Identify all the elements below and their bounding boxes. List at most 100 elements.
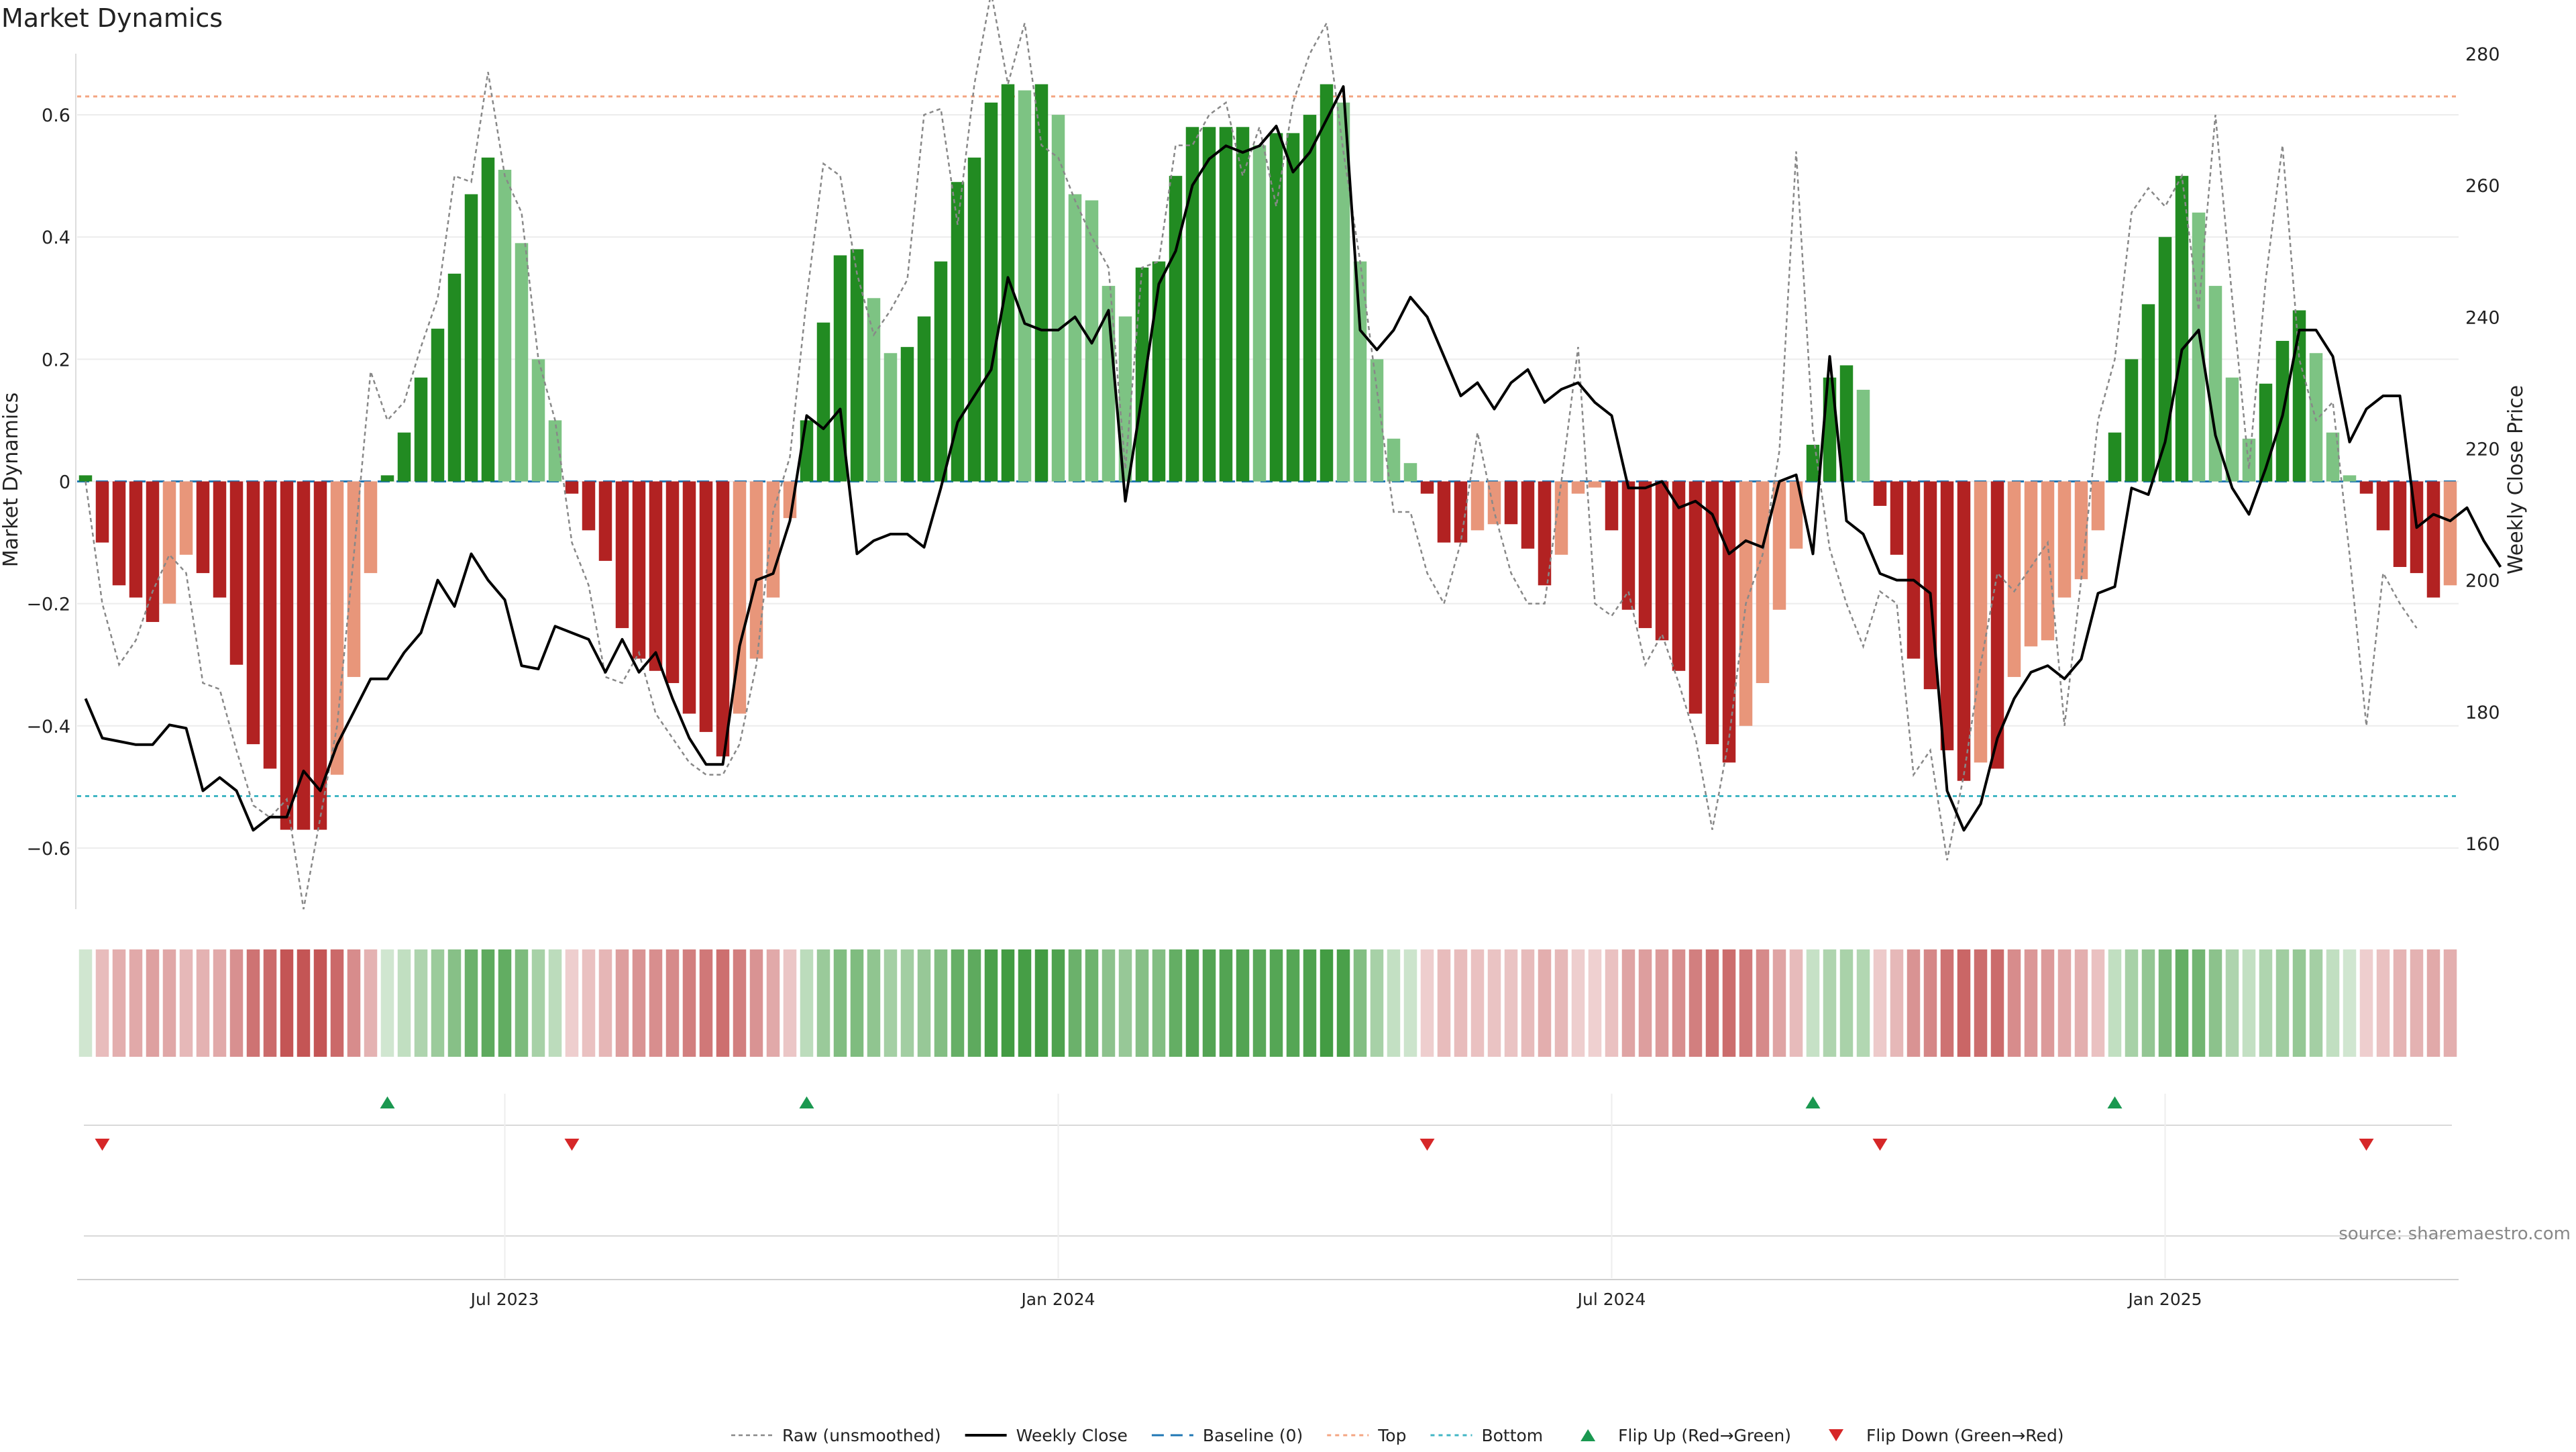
bar [1873,481,1887,506]
bar [1051,115,1065,482]
heat-cell [766,949,780,1057]
bar [2024,481,2038,647]
heat-cell [1370,949,1384,1057]
legend: Raw (unsmoothed) Weekly Close Baseline (0)… [731,1426,2064,1445]
legend-label: Baseline (0) [1203,1426,1303,1445]
bar [883,353,898,482]
bar [313,481,327,830]
heat-cell [2225,949,2239,1057]
bar [649,481,663,671]
legend-item: Weekly Close [965,1426,1128,1445]
bar [1487,481,1501,525]
bar [967,157,981,482]
bar [2175,176,2189,482]
heat-cell [2074,949,2088,1057]
bar [1839,365,1854,482]
legend-label: Raw (unsmoothed) [782,1426,941,1445]
bar [582,481,596,531]
heat-cell [1772,949,1786,1057]
bar [330,481,344,775]
y-ticks-left: 0.6 0.4 0.2 0 −0.2 −0.4 −0.6 [26,105,70,860]
bar [1856,389,1870,482]
bar [917,316,931,482]
heat-cell [196,949,210,1057]
heat-cell [2359,949,2373,1057]
heat-cell [297,949,311,1057]
bar [2309,353,2323,482]
heat-cell [1085,949,1099,1057]
heat-cell [984,949,998,1057]
heat-cell [1907,949,1921,1057]
heat-cell [162,949,176,1057]
bar [2041,481,2055,641]
bar [1135,267,1149,482]
heat-cell [313,949,327,1057]
bar [716,481,730,757]
bar [2393,481,2407,567]
heat-cell [833,949,847,1057]
heat-cell [1655,949,1669,1057]
legend-item: Top [1327,1426,1406,1445]
heat-cell [665,949,680,1057]
heat-cell [967,949,981,1057]
bar [1185,127,1199,482]
bar [2007,481,2021,677]
close-line [84,85,2502,832]
chart-title: Market Dynamics [1,3,223,33]
heat-cell [1001,949,1015,1057]
heat-cell [1890,949,1904,1057]
y-axis-label-right: Weekly Close Price [2504,385,2528,574]
heat-cell [716,949,730,1057]
heat-cell [2426,949,2440,1057]
bar [196,481,210,574]
heat-cell [2309,949,2323,1057]
heat-cell [1974,949,1988,1057]
heat-cell [850,949,864,1057]
heat-cell [816,949,830,1057]
bar [1269,133,1283,482]
heat-cell [179,949,193,1057]
bar [1320,84,1334,482]
heat-cell [2125,949,2139,1057]
x-tick-label: Jul 2023 [470,1290,539,1309]
bar [2326,432,2340,482]
heat-cell [112,949,126,1057]
flip-down-marker [2359,1139,2374,1151]
heat-cell [1420,949,1434,1057]
heat-cell [263,949,277,1057]
bar [1772,481,1786,610]
bar [548,420,562,482]
heat-cell [2007,949,2021,1057]
heat-cell [1437,949,1451,1057]
heat-cell [1638,949,1652,1057]
heat-strip [78,949,2457,1057]
y-tick-label-right: 160 [2465,834,2500,855]
heat-cell [2158,949,2172,1057]
heat-cell [280,949,294,1057]
heat-cell [749,949,763,1057]
heat-cell [598,949,612,1057]
bar [1420,481,1434,494]
heat-cell [364,949,378,1057]
bar [615,481,629,629]
bar-series [78,84,2457,830]
bar [146,481,160,622]
heat-cell [1605,949,1619,1057]
heat-cell [2208,949,2222,1057]
heat-cell [2410,949,2424,1057]
bar [1454,481,1468,543]
heat-cell [1621,949,1635,1057]
heat-cell [900,949,914,1057]
legend-item: Flip Down (Green→Red) [1829,1426,2064,1445]
heat-cell [1336,949,1350,1057]
bar [1118,316,1132,482]
heat-cell [783,949,797,1057]
heat-cell [1118,949,1132,1057]
heat-cell [1454,949,1468,1057]
bar [766,481,780,598]
heat-cell [531,949,545,1057]
heat-cell [682,949,696,1057]
source-label: source: sharemaestro.com [2339,1224,2571,1244]
bar [129,481,143,598]
